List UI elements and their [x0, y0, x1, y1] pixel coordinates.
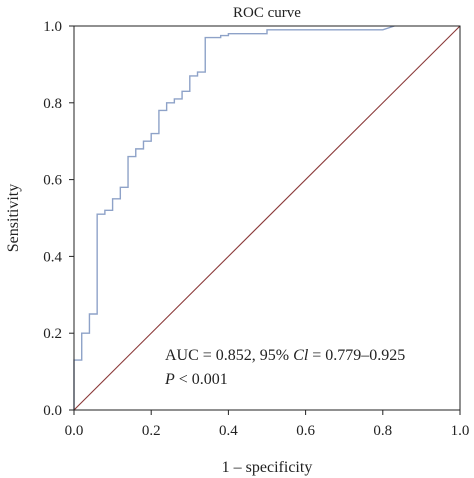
reference-diagonal-line — [73, 25, 461, 411]
y-tick-label: 0.6 — [43, 173, 62, 189]
x-tick-label: 0.4 — [219, 423, 238, 439]
y-tick-label: 0.2 — [43, 326, 62, 342]
x-tick-label: 1.0 — [451, 423, 470, 439]
x-axis-title: 1 – specificity — [222, 459, 313, 476]
chart-title: ROC curve — [233, 5, 301, 21]
y-tick-label: 1.0 — [43, 19, 62, 35]
x-tick-label: 0.8 — [373, 423, 392, 439]
y-tick-label: 0.0 — [43, 403, 62, 419]
x-tick-label: 0.0 — [65, 423, 84, 439]
y-tick-label: 0.4 — [43, 249, 62, 265]
x-tick-label: 0.2 — [142, 423, 161, 439]
annotation-text: AUC = 0.852, 95% Cl = 0.779–0.925 — [165, 347, 405, 364]
plot-frame — [73, 25, 461, 411]
roc-curve-line — [73, 25, 395, 410]
y-axis-title: Sensitivity — [5, 184, 22, 252]
x-tick-label: 0.6 — [296, 423, 315, 439]
y-tick-label: 0.8 — [43, 96, 62, 112]
annotation-text: P < 0.001 — [164, 371, 228, 388]
